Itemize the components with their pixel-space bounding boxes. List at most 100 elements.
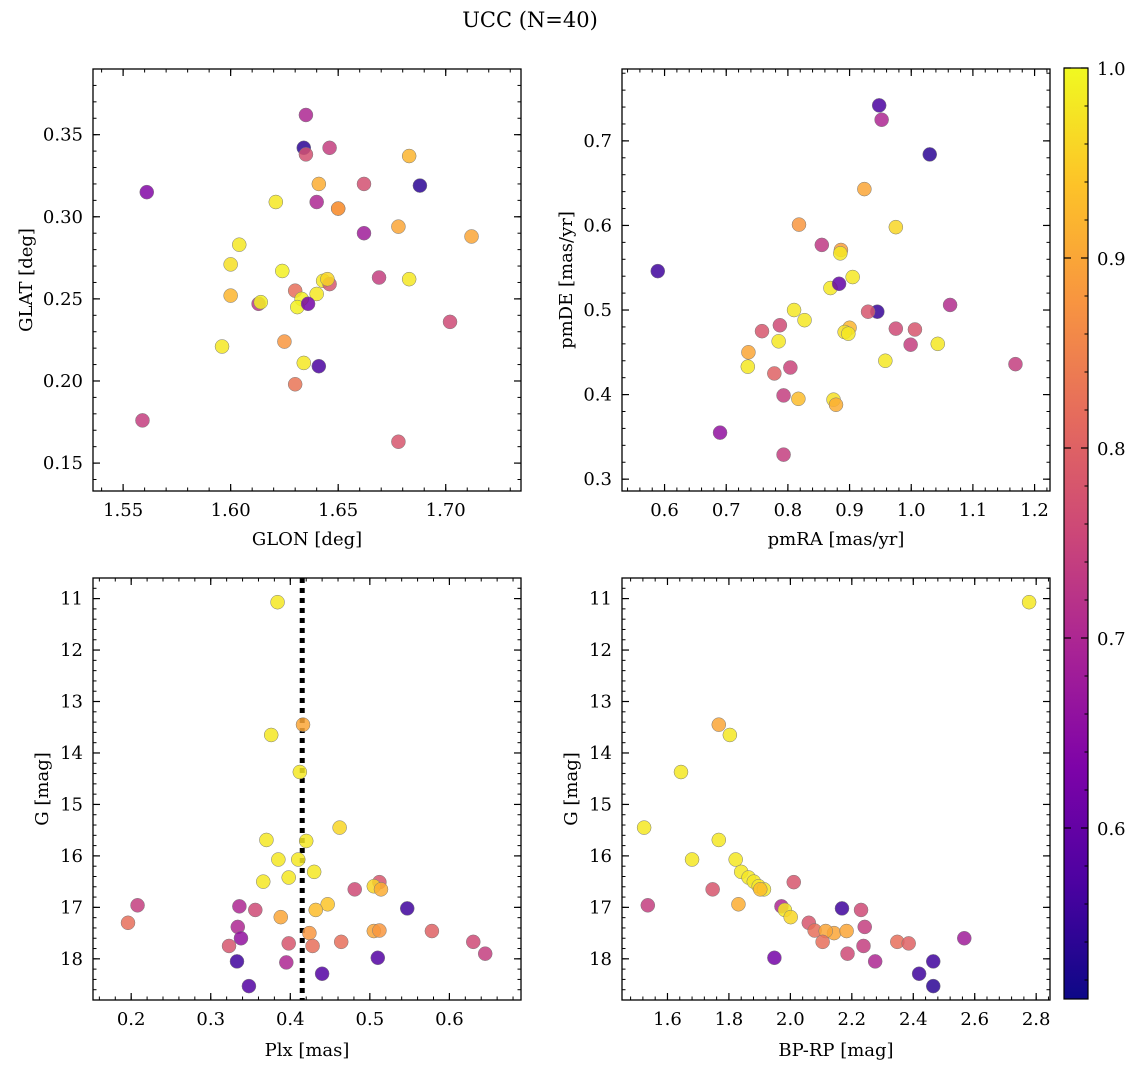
data-point bbox=[888, 321, 904, 336]
y-axis-label: GLAT [deg] bbox=[16, 228, 37, 332]
x-axis-label: pmRA [mas/yr] bbox=[768, 529, 905, 550]
data-point bbox=[330, 201, 346, 216]
x-tick-label: 1.6 bbox=[653, 1009, 682, 1030]
x-tick-label: 1.8 bbox=[715, 1009, 744, 1030]
data-point bbox=[373, 882, 389, 897]
y-tick-label: 16 bbox=[589, 846, 612, 867]
data-point bbox=[322, 140, 337, 156]
y-tick-label: 16 bbox=[60, 846, 83, 867]
y-tick-label: 0.25 bbox=[43, 289, 83, 310]
data-point bbox=[753, 882, 768, 897]
colorbar: 1.0 0.9 0.8 0.7 0.6 bbox=[1063, 59, 1126, 1000]
x-tick-label: 2.8 bbox=[1022, 1009, 1051, 1030]
data-point bbox=[214, 339, 230, 354]
data-point bbox=[309, 286, 324, 302]
axes-frame bbox=[621, 577, 1051, 1001]
x-tick-label: 1.1 bbox=[959, 500, 988, 521]
data-point bbox=[300, 296, 316, 312]
data-point bbox=[279, 955, 294, 970]
data-point bbox=[399, 901, 415, 916]
x-axis-label: Plx [mas] bbox=[265, 1040, 350, 1061]
panel-2: 0.6 0.7 0.8 0.9 1.0 1.1 1.2 0.3 0.4 0.5 0.6 0.7 pmRA… bbox=[556, 68, 1051, 550]
y-tick-label: 15 bbox=[60, 794, 83, 815]
y-tick-label: 17 bbox=[589, 897, 612, 918]
data-point bbox=[1021, 594, 1037, 610]
data-point bbox=[442, 314, 458, 330]
data-point bbox=[705, 882, 720, 897]
data-point bbox=[767, 366, 782, 381]
y-tick-label: 0.5 bbox=[583, 300, 612, 321]
y-tick-label: 0.35 bbox=[43, 125, 83, 146]
data-point bbox=[391, 434, 406, 449]
data-point bbox=[232, 899, 247, 914]
y-tick-label: 14 bbox=[589, 743, 612, 764]
data-point bbox=[120, 915, 136, 931]
data-point bbox=[771, 334, 786, 349]
x-tick-label: 1.60 bbox=[211, 500, 251, 521]
data-point bbox=[295, 717, 311, 732]
axes-frame bbox=[92, 577, 522, 1001]
data-point bbox=[867, 954, 883, 969]
data-point bbox=[783, 360, 798, 375]
data-point bbox=[1008, 356, 1023, 372]
x-tick-label: 0.7 bbox=[712, 500, 741, 521]
data-point bbox=[833, 246, 848, 261]
scatter-points bbox=[135, 107, 479, 449]
data-point bbox=[401, 271, 417, 287]
colorbar-tick-label: 0.7 bbox=[1097, 629, 1126, 650]
data-point bbox=[333, 934, 349, 950]
data-point bbox=[306, 864, 322, 880]
data-point bbox=[232, 237, 247, 252]
data-point bbox=[673, 764, 689, 780]
y-axis-label: pmDE [mas/yr] bbox=[556, 211, 577, 349]
data-point bbox=[296, 355, 312, 371]
data-point bbox=[925, 978, 941, 994]
colorbar-gradient bbox=[1063, 67, 1089, 1000]
data-point bbox=[712, 425, 728, 440]
x-axis-label: GLON [deg] bbox=[252, 529, 362, 550]
data-point bbox=[309, 194, 324, 210]
y-tick-label: 0.30 bbox=[43, 207, 83, 228]
data-point bbox=[791, 391, 806, 407]
data-point bbox=[772, 317, 788, 333]
x-tick-label: 2.4 bbox=[899, 1009, 928, 1030]
x-tick-label: 2.6 bbox=[960, 1009, 989, 1030]
data-point bbox=[640, 898, 656, 913]
data-point bbox=[857, 181, 872, 197]
data-point bbox=[298, 833, 314, 849]
data-point bbox=[401, 148, 417, 164]
figure-title: UCC (N=40) bbox=[462, 8, 598, 32]
data-point bbox=[298, 147, 314, 162]
data-point bbox=[464, 229, 479, 244]
data-point bbox=[860, 304, 876, 319]
scatter-points bbox=[650, 98, 1023, 462]
data-point bbox=[372, 923, 387, 938]
data-point bbox=[942, 297, 958, 313]
y-tick-label: 0.20 bbox=[43, 371, 83, 392]
y-axis-label: G [mag] bbox=[32, 752, 53, 825]
data-point bbox=[791, 217, 807, 232]
x-tick-label: 1.55 bbox=[103, 500, 143, 521]
colorbar-tick-label: 1.0 bbox=[1097, 59, 1126, 80]
x-tick-label: 0.6 bbox=[435, 1009, 464, 1030]
data-point bbox=[311, 176, 327, 192]
data-point bbox=[711, 832, 727, 848]
data-point bbox=[878, 353, 893, 369]
data-point bbox=[741, 345, 756, 360]
x-tick-label: 1.2 bbox=[1020, 500, 1049, 521]
data-point bbox=[907, 322, 923, 337]
y-tick-label: 14 bbox=[60, 743, 83, 764]
data-point bbox=[754, 323, 770, 339]
data-point bbox=[356, 225, 372, 241]
data-point bbox=[845, 269, 860, 285]
data-point bbox=[786, 874, 802, 890]
data-point bbox=[135, 413, 150, 428]
data-point bbox=[268, 194, 284, 210]
data-point bbox=[834, 901, 850, 916]
colorbar-tick-label: 0.9 bbox=[1097, 249, 1126, 270]
data-point bbox=[783, 909, 798, 925]
data-point bbox=[650, 263, 666, 279]
data-point bbox=[815, 934, 830, 950]
data-point bbox=[871, 98, 887, 113]
